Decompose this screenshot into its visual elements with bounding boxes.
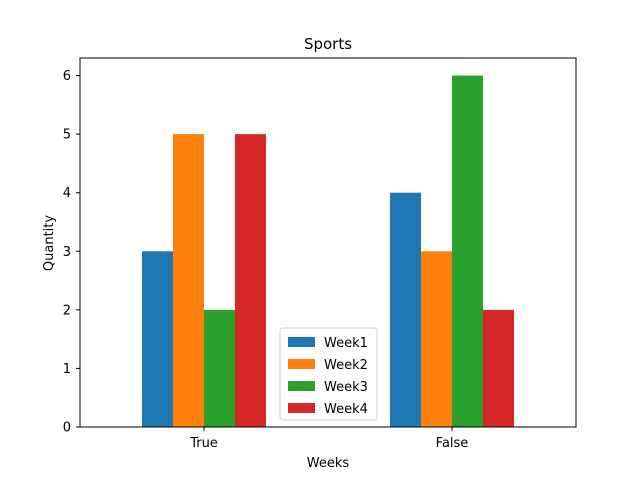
y-tick-label: 3 xyxy=(63,245,71,260)
y-tick-label: 2 xyxy=(63,303,71,318)
x-tick-label: True xyxy=(189,436,218,451)
legend-box xyxy=(279,327,378,421)
bar-week4-false xyxy=(483,309,514,427)
legend-label-week2: Week2 xyxy=(324,358,368,373)
bar-week1-false xyxy=(390,192,421,427)
y-tick-label: 6 xyxy=(63,69,71,84)
legend: Week1 Week2 Week3 Week4 xyxy=(279,327,378,421)
y-tick-label: 0 xyxy=(63,421,71,436)
bar-week3-false xyxy=(452,75,483,428)
legend-label-week1: Week1 xyxy=(324,336,368,351)
x-axis-ticks: True False xyxy=(189,427,468,451)
y-axis-label: Quantity xyxy=(42,215,57,271)
y-tick-label: 5 xyxy=(63,128,71,143)
legend-label-week3: Week3 xyxy=(324,380,368,395)
x-axis-label: Weeks xyxy=(307,456,350,471)
plot-frame xyxy=(79,57,577,428)
x-tick-label: False xyxy=(436,436,469,451)
bar-week4-true xyxy=(235,134,266,427)
legend-swatch-week2 xyxy=(288,359,315,369)
chart-title: Sports xyxy=(304,35,352,53)
bar-week3-true xyxy=(204,309,235,427)
legend-swatch-week1 xyxy=(288,337,315,347)
y-tick-label: 4 xyxy=(63,186,71,201)
y-axis-ticks: 0 1 2 3 4 5 6 xyxy=(63,69,80,436)
bar-week2-false xyxy=(421,251,452,427)
legend-swatch-week4 xyxy=(288,403,315,413)
bar-week1-true xyxy=(142,251,173,427)
y-tick-label: 1 xyxy=(63,362,71,377)
bars-group xyxy=(142,75,514,428)
legend-swatch-week3 xyxy=(288,381,315,391)
bar-week2-true xyxy=(173,134,204,427)
legend-label-week4: Week4 xyxy=(324,402,368,417)
